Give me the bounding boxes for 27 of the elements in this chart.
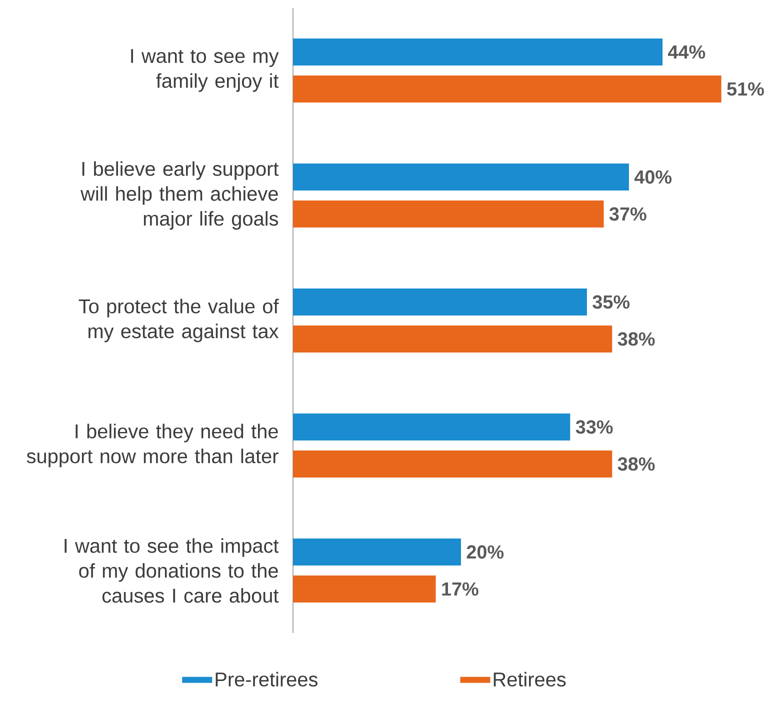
data-label: 35% <box>592 295 630 309</box>
bar <box>293 200 604 228</box>
y-tick-label: I want to see the impact of my donations to the causes I care about <box>64 538 279 603</box>
bar <box>293 413 570 440</box>
y-tick-label: To protect the value of my estate against tax <box>78 298 279 342</box>
y-tick-label: I believe early support will help them achieve major life goals <box>80 161 279 230</box>
bar <box>293 575 436 602</box>
bar <box>293 538 461 566</box>
data-label: 33% <box>576 420 613 434</box>
y-tick-label: I want to see my family enjoy it <box>131 49 279 92</box>
bar <box>293 163 629 190</box>
bar <box>293 450 612 478</box>
data-label: 51% <box>727 82 764 96</box>
data-label: 20% <box>466 545 504 559</box>
bar <box>293 38 663 66</box>
data-label: 44% <box>668 45 706 59</box>
bar <box>293 288 587 316</box>
data-label: 38% <box>618 332 655 346</box>
data-label: 38% <box>618 457 655 471</box>
data-label: 40% <box>634 170 672 184</box>
legend-label: Retirees <box>494 672 566 687</box>
legend-label: Pre-retirees <box>216 672 318 687</box>
data-label: 17% <box>442 582 478 596</box>
y-tick-label: I believe they need the support now more than later <box>26 424 278 468</box>
bar <box>293 75 722 102</box>
bar <box>293 325 612 352</box>
data-label: 37% <box>609 207 646 221</box>
